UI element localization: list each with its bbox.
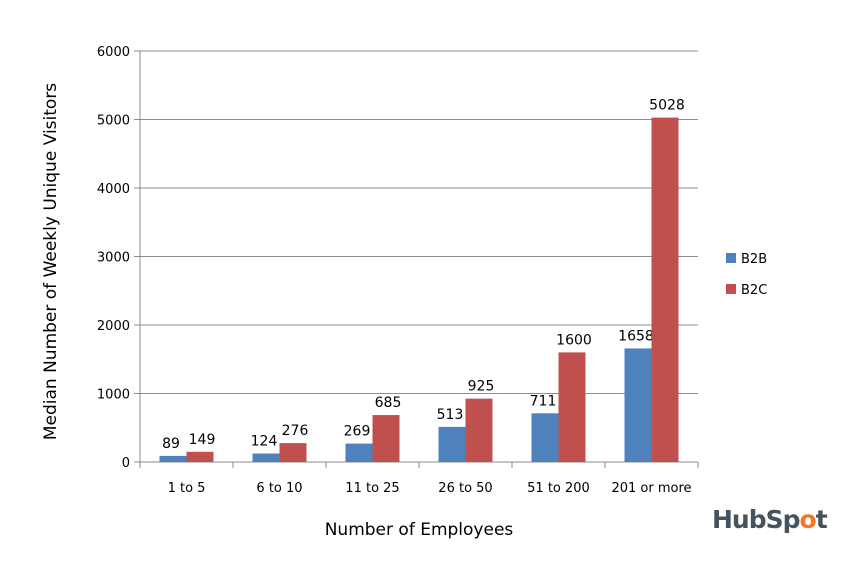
x-tick-label: 1 to 5: [168, 481, 206, 496]
legend-swatch-b2b: [726, 253, 736, 263]
data-label: 711: [530, 393, 557, 409]
data-label: 124: [251, 434, 278, 450]
y-tick-label: 0: [122, 456, 130, 471]
data-label: 269: [344, 424, 371, 440]
data-label: 685: [375, 395, 402, 411]
data-label: 149: [189, 432, 216, 448]
bar-b2c: [186, 451, 214, 462]
bar-b2c: [651, 117, 679, 462]
y-tick-label: 5000: [97, 114, 130, 129]
bar-b2c: [279, 443, 307, 462]
bar-b2b: [159, 455, 187, 462]
legend-label: B2B: [741, 252, 767, 267]
data-label: 513: [437, 407, 464, 423]
data-label: 89: [162, 436, 180, 452]
y-tick-label: 1000: [97, 388, 130, 403]
x-tick-label: 51 to 200: [527, 481, 590, 496]
bar-b2c: [465, 398, 493, 462]
legend-label: B2C: [741, 283, 767, 298]
x-tick-label: 201 or more: [611, 481, 691, 496]
data-label: 5028: [649, 98, 685, 114]
x-tick-label: 6 to 10: [256, 481, 302, 496]
data-label: 925: [468, 379, 495, 395]
x-tick-label: 26 to 50: [438, 481, 492, 496]
hubspot-logo: HubSpot: [712, 505, 828, 534]
y-tick-label: 2000: [97, 319, 130, 334]
bar-b2c: [372, 415, 400, 462]
y-tick-label: 6000: [97, 45, 130, 60]
bar-b2b: [345, 443, 373, 462]
bar-b2b: [438, 426, 466, 462]
bar-b2b: [624, 348, 652, 462]
x-axis-title: Number of Employees: [325, 520, 514, 540]
y-tick-label: 3000: [97, 251, 130, 266]
data-label: 276: [282, 423, 309, 439]
x-tick-label: 11 to 25: [345, 481, 399, 496]
data-label: 1600: [556, 332, 592, 348]
y-tick-label: 4000: [97, 182, 130, 197]
legend-swatch-b2c: [726, 284, 736, 294]
bar-b2c: [558, 352, 586, 462]
bar-b2b: [531, 413, 559, 462]
y-axis-title: Median Number of Weekly Unique Visitors: [41, 83, 61, 440]
data-label: 1658: [618, 328, 654, 344]
bar-b2b: [252, 453, 280, 462]
